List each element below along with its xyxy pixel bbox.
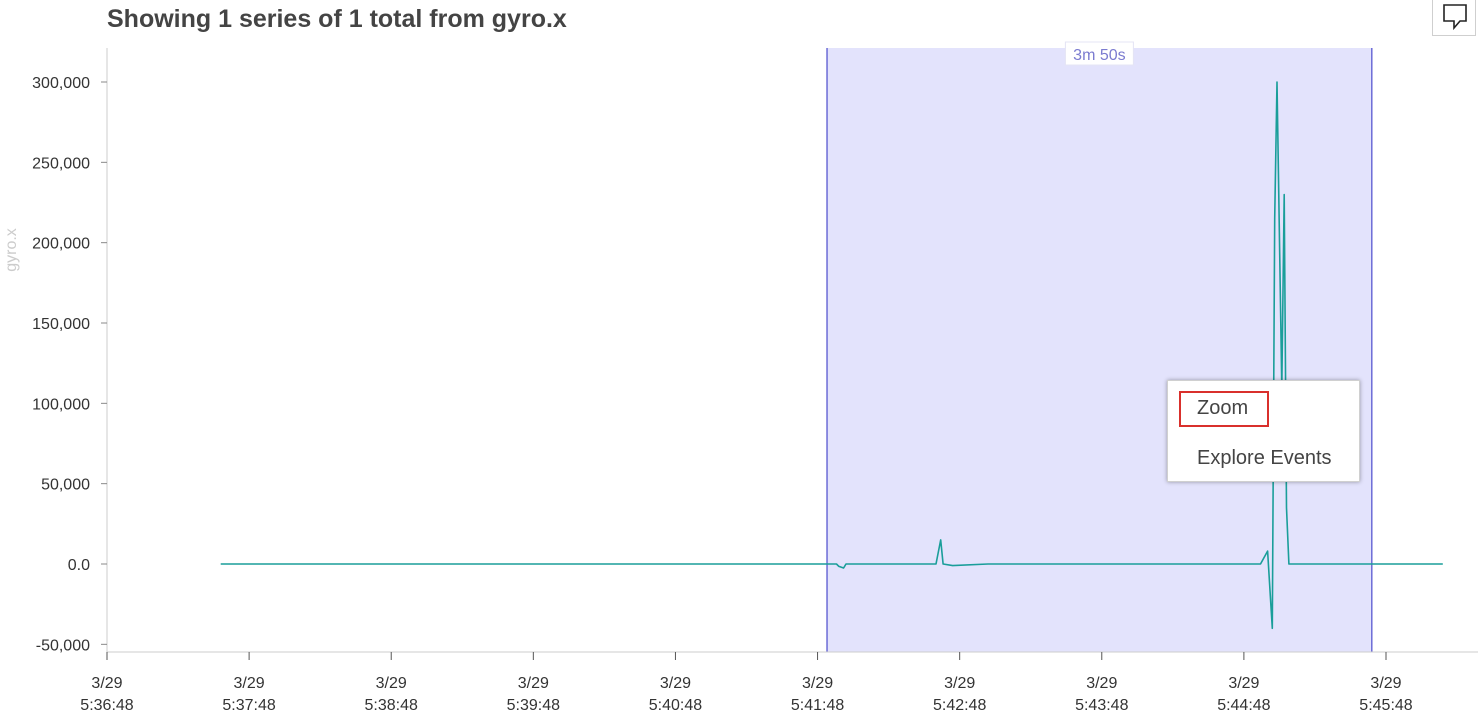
y-tick-label: 100,000 xyxy=(32,396,90,413)
x-tick-time-label: 5:42:48 xyxy=(933,697,986,712)
y-tick-label: 50,000 xyxy=(41,477,90,494)
y-tick-label: 200,000 xyxy=(32,236,90,253)
x-tick-time-label: 5:43:48 xyxy=(1075,697,1128,712)
axes: -50,000 0.0 50,000 100,000 150,000 200,000 250… xyxy=(3,48,1478,712)
y-tick-label: 250,000 xyxy=(32,155,90,172)
series-line-gyro-x xyxy=(220,81,1443,630)
x-tick-date-label: 3/29 xyxy=(1370,675,1401,692)
selection-duration-label: 3m 50s xyxy=(1064,41,1134,66)
x-tick-date-label: 3/29 xyxy=(944,675,975,692)
y-tick-label: 150,000 xyxy=(32,316,90,333)
selection-region[interactable] xyxy=(826,48,1373,652)
x-tick-time-label: 5:38:48 xyxy=(365,697,418,712)
x-tick-time-label: 5:45:48 xyxy=(1359,697,1412,712)
x-tick-date-label: 3/29 xyxy=(376,675,407,692)
context-menu: Zoom Explore Events xyxy=(1167,380,1360,482)
selection-label-text: 3m 50s xyxy=(1073,47,1125,64)
x-tick-date-label: 3/29 xyxy=(518,675,549,692)
y-tick-label: 300,000 xyxy=(32,75,90,92)
x-tick-date-label: 3/29 xyxy=(802,675,833,692)
selection-label-box xyxy=(1064,41,1134,66)
x-tick-time-label: 5:41:48 xyxy=(791,697,844,712)
comment-icon xyxy=(1443,4,1467,31)
comment-button[interactable] xyxy=(1432,0,1476,36)
series-layer xyxy=(220,81,1443,630)
x-tick-time-label: 5:44:48 xyxy=(1217,697,1270,712)
y-tick-label: 0.0 xyxy=(68,557,90,574)
x-tick-date-label: 3/29 xyxy=(1228,675,1259,692)
y-axis-label: gyro.x xyxy=(3,228,20,272)
chart-title: Showing 1 series of 1 total from gyro.x xyxy=(107,5,567,33)
y-tick-label: -50,000 xyxy=(36,637,90,654)
x-tick-time-label: 5:36:48 xyxy=(80,697,133,712)
x-tick-time-label: 5:40:48 xyxy=(649,697,702,712)
x-tick-date-label: 3/29 xyxy=(1086,675,1117,692)
x-tick-date-label: 3/29 xyxy=(660,675,691,692)
x-tick-date-label: 3/29 xyxy=(234,675,265,692)
x-tick-time-label: 5:37:48 xyxy=(222,697,275,712)
x-tick-time-label: 5:39:48 xyxy=(507,697,560,712)
selection-fill[interactable] xyxy=(827,48,1372,652)
x-tick-date-label: 3/29 xyxy=(91,675,122,692)
explore-events-menu-item[interactable]: Explore Events xyxy=(1197,447,1332,469)
zoom-menu-item[interactable]: Zoom xyxy=(1179,391,1269,427)
